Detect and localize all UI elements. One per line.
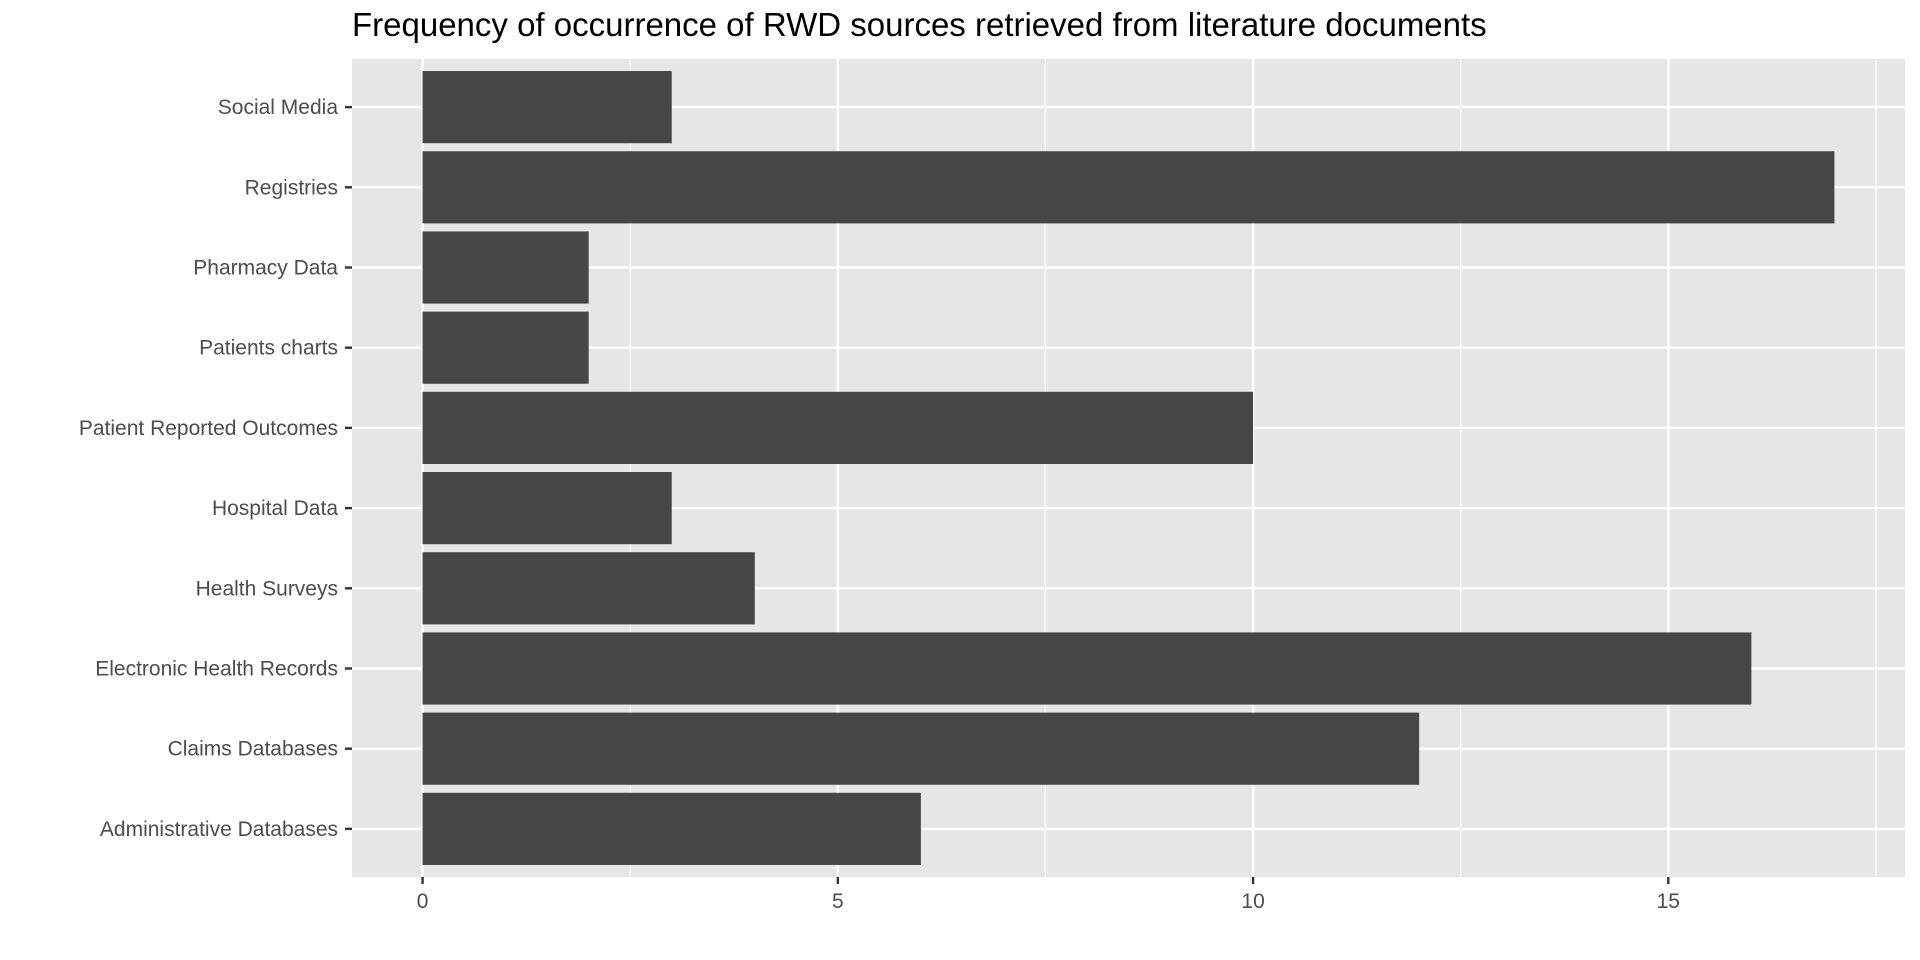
y-axis: Social Media Registries Pharmacy Data Patie… — [79, 96, 352, 841]
x-tick-label: 0 — [417, 890, 429, 913]
bar — [422, 71, 672, 144]
bar — [422, 712, 1420, 785]
y-tick-label: Health Surveys — [196, 577, 338, 600]
y-tick-label: Administrative Databases — [100, 818, 338, 841]
y-tick-label: Claims Databases — [168, 738, 338, 761]
bar — [422, 552, 755, 625]
bar — [422, 632, 1752, 705]
x-axis: 0 5 10 15 — [417, 877, 1680, 913]
y-tick-label: Hospital Data — [212, 497, 338, 520]
x-tick-label: 15 — [1657, 890, 1680, 913]
bar — [422, 231, 589, 304]
bar — [422, 311, 589, 384]
bar — [422, 472, 672, 545]
x-tick-label: 5 — [832, 890, 844, 913]
bar — [422, 792, 921, 865]
y-tick-label: Patient Reported Outcomes — [79, 417, 338, 440]
x-tick-label: 10 — [1241, 890, 1264, 913]
y-tick-label: Social Media — [218, 96, 339, 119]
y-tick-label: Electronic Health Records — [95, 657, 338, 680]
chart-title: Frequency of occurrence of RWD sources r… — [352, 6, 1487, 43]
bars — [422, 71, 1835, 865]
y-tick-label: Registries — [245, 176, 338, 199]
bar — [422, 151, 1835, 224]
bar — [422, 391, 1254, 464]
y-tick-label: Patients charts — [199, 337, 338, 360]
y-tick-label: Pharmacy Data — [193, 257, 338, 280]
